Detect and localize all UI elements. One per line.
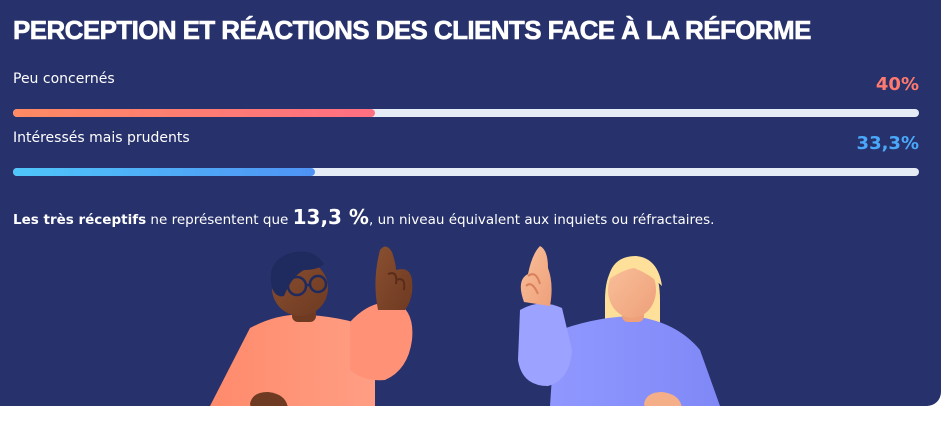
person-pointing-left-illustration: [210, 246, 413, 406]
bar-fill-interesses-prudents: [13, 168, 315, 176]
bar-track-peu-concernes: [13, 109, 919, 117]
summary-text: Les très réceptifs ne représentent que 1…: [13, 205, 714, 232]
summary-after: , un niveau équivalent aux inquiets ou r…: [368, 212, 715, 228]
bar-value-peu-concernes: 40%: [875, 74, 919, 95]
person-pointing-right-illustration: [518, 246, 720, 406]
bar-value-interesses-prudents: 33,3%: [856, 133, 919, 154]
summary-highlight: 13,3 %: [292, 205, 369, 229]
infographic-panel: PERCEPTION ET RÉACTIONS DES CLIENTS FACE…: [0, 0, 941, 406]
bar-track-interesses-prudents: [13, 168, 919, 176]
bar-label-peu-concernes: Peu concernés: [13, 71, 115, 87]
bar-label-interesses-prudents: Intéressés mais prudents: [13, 130, 190, 146]
summary-before: ne représentent que: [146, 212, 293, 228]
page-title: PERCEPTION ET RÉACTIONS DES CLIENTS FACE…: [13, 15, 812, 46]
summary-lead: Les très réceptifs: [13, 212, 147, 228]
bar-fill-peu-concernes: [13, 109, 376, 117]
